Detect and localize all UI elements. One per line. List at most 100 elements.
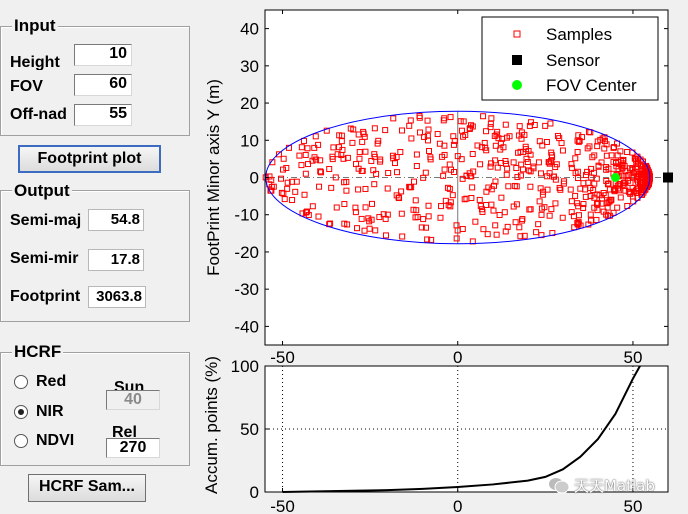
- sample-point: [366, 218, 373, 225]
- sample-point: [520, 166, 527, 173]
- sample-point: [302, 151, 309, 158]
- sample-point: [312, 133, 319, 140]
- sample-point: [615, 165, 622, 172]
- sample-point: [646, 175, 653, 182]
- sample-point: [413, 151, 420, 158]
- sample-point: [570, 213, 577, 220]
- sample-point: [556, 135, 563, 142]
- sample-point: [333, 204, 340, 211]
- sample-point: [460, 118, 467, 125]
- sample-point: [305, 211, 312, 218]
- sample-point: [479, 208, 486, 215]
- sample-point: [646, 172, 653, 179]
- sample-point: [645, 181, 652, 188]
- sample-point: [503, 160, 510, 167]
- semimajor-label: Semi-maj: [10, 212, 82, 229]
- sample-point: [317, 168, 324, 175]
- hcrf-sample-button[interactable]: HCRF Sam...: [28, 474, 146, 502]
- footprint-plot-button[interactable]: Footprint plot: [18, 145, 161, 173]
- radio-red-label[interactable]: Red: [36, 373, 67, 390]
- sample-point: [309, 203, 316, 210]
- sample-point: [610, 209, 617, 216]
- sample-point: [493, 131, 500, 138]
- sample-point: [332, 174, 339, 181]
- sample-point: [646, 173, 653, 180]
- sample-point: [339, 146, 346, 153]
- sample-point: [642, 178, 649, 185]
- sample-point: [470, 168, 477, 175]
- sample-point: [642, 185, 649, 192]
- sample-point: [629, 149, 636, 156]
- radio-red[interactable]: [14, 375, 28, 389]
- sample-point: [302, 170, 309, 177]
- sample-point: [575, 175, 582, 182]
- radio-ndvi-label[interactable]: NDVI: [36, 432, 75, 449]
- sample-point: [546, 212, 553, 219]
- sample-point: [572, 170, 579, 177]
- rel-label: Rel: [112, 424, 137, 438]
- sample-point: [278, 175, 285, 182]
- sample-point: [427, 154, 434, 161]
- sample-point: [559, 147, 566, 154]
- sample-point: [315, 213, 322, 220]
- fov-input[interactable]: 60: [74, 74, 132, 96]
- sample-point: [441, 142, 448, 149]
- sample-point: [309, 157, 316, 164]
- sample-point: [305, 161, 312, 168]
- offnadir-input[interactable]: 55: [74, 104, 132, 126]
- input-panel: [0, 26, 190, 136]
- y-tick-label: -30: [234, 280, 259, 299]
- radio-nir-label[interactable]: NIR: [36, 403, 64, 420]
- sample-point: [380, 211, 387, 218]
- sample-point: [587, 185, 594, 192]
- rel-input[interactable]: 270: [106, 438, 160, 458]
- plot-area-bottom: [265, 366, 668, 492]
- sample-point: [492, 222, 499, 229]
- sample-point: [445, 202, 452, 209]
- sample-point: [553, 161, 560, 168]
- sample-point: [281, 196, 288, 203]
- sample-point: [644, 168, 651, 175]
- sample-point: [645, 173, 652, 180]
- sample-point: [598, 195, 605, 202]
- sample-point: [646, 174, 653, 181]
- sample-point: [642, 177, 649, 184]
- sample-point: [591, 180, 598, 187]
- sample-point: [503, 171, 510, 178]
- sample-point: [361, 227, 368, 234]
- sample-point: [643, 174, 650, 181]
- sample-point: [572, 155, 579, 162]
- sample-point: [283, 164, 290, 171]
- sample-point: [447, 114, 454, 121]
- sample-point: [574, 220, 581, 227]
- sample-point: [627, 190, 634, 197]
- sample-point: [424, 137, 431, 144]
- sample-point: [460, 133, 467, 140]
- sample-point: [643, 162, 650, 169]
- sample-point: [279, 166, 286, 173]
- sample-point: [598, 159, 605, 166]
- sample-point: [601, 134, 608, 141]
- sample-point: [645, 170, 652, 177]
- sample-point: [591, 204, 598, 211]
- sample-point: [437, 214, 444, 221]
- height-input[interactable]: 10: [74, 44, 132, 66]
- sample-point: [644, 168, 651, 175]
- sample-point: [646, 174, 653, 181]
- radio-ndvi[interactable]: [14, 434, 28, 448]
- sample-point: [595, 163, 602, 170]
- sample-point: [603, 177, 610, 184]
- sample-point: [311, 154, 318, 161]
- radio-nir[interactable]: [14, 405, 28, 419]
- sample-point: [338, 132, 345, 139]
- sample-point: [547, 120, 554, 127]
- sample-point: [517, 148, 524, 155]
- sample-point: [499, 135, 506, 142]
- sample-point: [572, 192, 579, 199]
- sample-point: [610, 170, 617, 177]
- sample-point: [639, 158, 646, 165]
- sample-point: [453, 222, 460, 229]
- sample-point: [568, 198, 575, 205]
- sample-point: [585, 179, 592, 186]
- sample-point: [412, 214, 419, 221]
